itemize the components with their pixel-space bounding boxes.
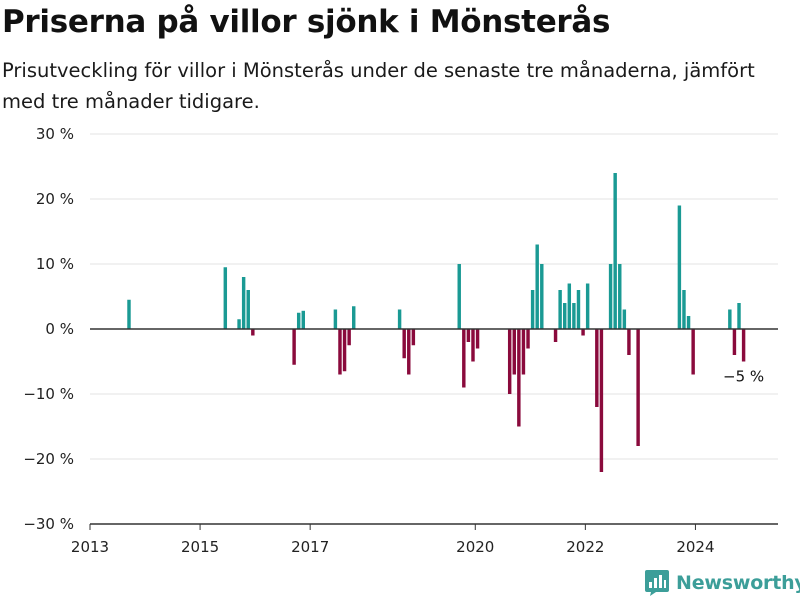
newsworthy-brand: Newsworthy <box>644 568 800 598</box>
bar <box>407 329 411 375</box>
bar <box>622 309 627 329</box>
newsworthy-logo-icon <box>645 570 669 596</box>
bar <box>526 329 530 349</box>
bar <box>241 277 246 329</box>
bar <box>402 329 406 359</box>
grid-lines <box>90 133 778 460</box>
bar <box>512 329 516 375</box>
bar <box>507 329 512 394</box>
bar <box>530 290 535 329</box>
bar <box>338 329 342 375</box>
bar <box>599 329 604 472</box>
x-tick-label: 2024 <box>676 538 714 556</box>
bar <box>292 329 296 365</box>
bar <box>246 290 250 329</box>
bar <box>572 303 576 329</box>
bar <box>613 173 617 329</box>
bar <box>462 329 466 388</box>
bar <box>682 290 686 329</box>
bar <box>627 329 631 355</box>
bar <box>296 312 301 329</box>
y-tick-label: 30 % <box>36 125 74 143</box>
bar <box>558 290 562 329</box>
brand-name: Newsworthy <box>676 572 800 594</box>
bar <box>471 329 475 362</box>
x-tick-label: 2017 <box>291 538 329 556</box>
bar <box>333 309 338 329</box>
bar <box>223 267 228 329</box>
y-tick-label: 10 % <box>36 255 74 273</box>
chart-title: Priserna på villor sjönk i Mönsterås <box>2 4 611 40</box>
y-tick-label: −30 % <box>23 515 74 533</box>
bar <box>347 329 351 346</box>
x-tick-label: 2022 <box>566 538 604 556</box>
bar <box>301 310 305 329</box>
bar <box>737 303 741 329</box>
bar <box>677 205 682 329</box>
x-tick-label: 2015 <box>181 538 219 556</box>
bar <box>741 329 746 362</box>
bar <box>540 264 544 329</box>
bar <box>127 299 131 329</box>
x-tick-label: 2020 <box>456 538 494 556</box>
bar <box>732 329 737 355</box>
y-tick-label: 0 % <box>45 320 74 338</box>
bar <box>535 244 539 329</box>
bars <box>127 173 746 472</box>
bar <box>466 329 471 342</box>
y-tick-label: 20 % <box>36 190 74 208</box>
bar <box>517 329 521 427</box>
last-value-annotation: −5 % <box>723 368 764 386</box>
bar <box>576 290 581 329</box>
bar <box>608 264 613 329</box>
bar <box>251 329 255 336</box>
bar <box>342 329 347 372</box>
bar <box>636 329 640 446</box>
bar <box>563 303 567 329</box>
bar <box>585 283 590 329</box>
chart-subtitle: Prisutveckling för villor i Mönsterås un… <box>2 59 755 113</box>
bar <box>457 264 461 329</box>
x-axis-ticks: 2013 2015 2017 2020 2022 2024 <box>71 524 715 556</box>
bar <box>397 309 402 329</box>
bar <box>728 309 732 329</box>
x-tick-label: 2013 <box>71 538 109 556</box>
y-tick-label: −20 % <box>23 450 74 468</box>
y-tick-label: −10 % <box>23 385 74 403</box>
bar <box>691 329 695 375</box>
bar <box>475 329 480 349</box>
bar <box>581 329 585 336</box>
bar <box>237 319 241 329</box>
bar <box>553 329 558 342</box>
y-axis-ticks: 30 % 20 % 10 % 0 % −10 % −20 % −30 % <box>23 125 74 533</box>
bar <box>567 283 572 329</box>
bar <box>686 316 691 329</box>
bar <box>595 329 599 407</box>
bar <box>618 264 622 329</box>
bar <box>521 329 526 375</box>
bar <box>352 306 356 329</box>
bar <box>411 329 416 346</box>
